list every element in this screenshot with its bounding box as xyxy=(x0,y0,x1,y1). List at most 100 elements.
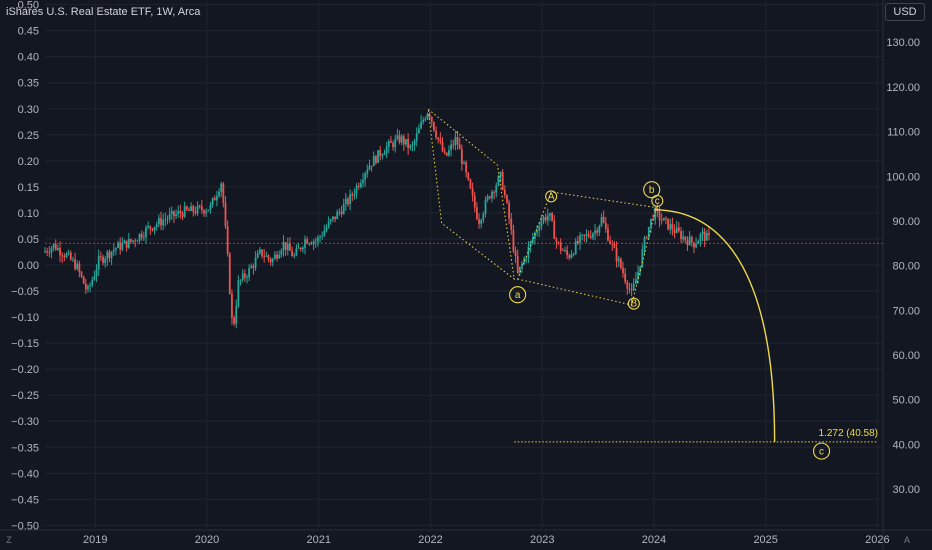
candle-body xyxy=(125,240,128,248)
candle-body xyxy=(301,247,304,250)
candle-body xyxy=(400,136,403,143)
candle-body xyxy=(527,246,530,258)
candle-body xyxy=(278,254,281,259)
candle-body xyxy=(518,266,521,273)
candle-body xyxy=(523,258,526,264)
candle-body xyxy=(89,285,92,287)
right-axis-tick-label: 40.00 xyxy=(892,439,920,451)
candle-body xyxy=(93,276,96,280)
candle-body xyxy=(555,238,558,243)
right-axis-tick-label: 110.00 xyxy=(887,127,920,139)
candle-body xyxy=(594,230,596,234)
candle-body xyxy=(409,145,412,149)
candle-body xyxy=(84,283,87,290)
candle-body xyxy=(69,252,72,260)
candle-body xyxy=(364,173,367,180)
candle-body xyxy=(662,217,665,221)
candle-body xyxy=(677,227,680,232)
candle-body xyxy=(370,165,373,167)
currency-selector[interactable]: USD xyxy=(885,3,925,21)
candle-body xyxy=(123,240,126,244)
candle-body xyxy=(405,139,407,145)
candle-body xyxy=(697,241,700,245)
candle-body xyxy=(372,156,375,167)
left-axis-tick-label: 0.35 xyxy=(18,78,39,90)
candle-body xyxy=(276,254,278,259)
candle-body xyxy=(469,179,472,189)
x-axis-tick-label: 2026 xyxy=(865,534,889,546)
channel-a xyxy=(427,108,515,281)
candle-body xyxy=(248,268,251,278)
candle-body xyxy=(475,207,478,220)
candle-body xyxy=(46,251,49,253)
projection-curve xyxy=(653,209,776,442)
candle-body xyxy=(175,214,177,217)
wave-label-b: b xyxy=(649,185,655,196)
candle-body xyxy=(628,288,631,290)
candle-body xyxy=(544,217,547,221)
candle-body xyxy=(671,223,674,231)
auto-scale-button[interactable]: A xyxy=(903,535,910,545)
candle-body xyxy=(110,251,113,258)
candle-body xyxy=(680,231,682,240)
zoom-button[interactable]: Z xyxy=(6,535,12,545)
candle-body xyxy=(609,240,612,244)
candle-body xyxy=(65,253,68,258)
candle-body xyxy=(355,185,358,195)
candle-body xyxy=(134,240,137,242)
candle-body xyxy=(293,255,296,257)
candle-body xyxy=(641,249,644,267)
candle-body xyxy=(342,204,345,215)
candle-body xyxy=(368,165,371,170)
candle-body xyxy=(675,227,678,233)
candle-body xyxy=(177,211,180,215)
candle-body xyxy=(602,217,605,223)
wave-label-a: a xyxy=(515,290,521,301)
candle-body xyxy=(557,242,560,243)
candle-body xyxy=(415,133,418,141)
right-axis-tick-label: 30.00 xyxy=(892,484,920,496)
candle-body xyxy=(478,219,480,224)
candle-body xyxy=(155,224,158,227)
right-axis-tick-label: 60.00 xyxy=(892,350,920,362)
left-axis-tick-label: −0.10 xyxy=(11,312,39,324)
candle-body xyxy=(491,191,493,199)
candle-body xyxy=(188,209,190,211)
wave-label-A: A xyxy=(548,191,555,202)
candle-body xyxy=(102,256,104,263)
left-axis-tick-label: 0.40 xyxy=(18,52,39,64)
candle-body xyxy=(553,220,556,239)
candle-body xyxy=(215,196,218,201)
candle-body xyxy=(690,236,693,243)
candle-body xyxy=(538,227,541,231)
candle-body xyxy=(203,210,205,214)
candle-body xyxy=(231,293,233,318)
candle-body xyxy=(115,247,117,250)
candle-body xyxy=(445,152,448,156)
candle-body xyxy=(566,250,569,256)
candle-body xyxy=(265,255,268,257)
candle-body xyxy=(441,141,444,152)
candle-body xyxy=(703,231,706,241)
candle-body xyxy=(153,226,156,231)
candle-body xyxy=(99,256,102,257)
wave-label-circle xyxy=(812,442,831,460)
candle-body xyxy=(280,250,283,255)
candle-body xyxy=(149,226,152,229)
candle-body xyxy=(422,119,425,122)
candle-body xyxy=(559,242,562,251)
candle-body xyxy=(501,171,504,190)
candle-body xyxy=(239,280,242,281)
candle-body xyxy=(435,130,437,138)
candle-body xyxy=(529,241,532,247)
candle-body xyxy=(56,248,59,250)
candle-body xyxy=(196,205,199,214)
candle-body xyxy=(387,141,390,147)
candle-body xyxy=(205,211,208,214)
candle-body xyxy=(589,236,592,238)
candle-body xyxy=(634,279,637,284)
candle-body xyxy=(486,196,489,201)
